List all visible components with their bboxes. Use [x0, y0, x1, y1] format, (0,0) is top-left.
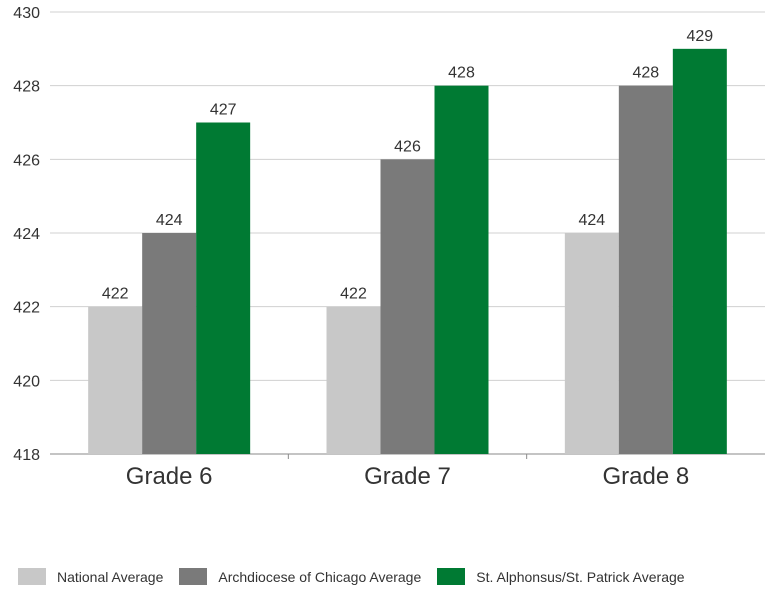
bar [434, 85, 489, 455]
bar-value-label: 424 [156, 212, 183, 229]
legend-label-archdiocese: Archdiocese of Chicago Average [218, 568, 422, 585]
x-category-label: Grade 8 [602, 463, 689, 490]
chart-legend: National Average Archdiocese of Chicago … [18, 568, 701, 585]
bar [672, 48, 727, 454]
x-category-label: Grade 6 [126, 463, 213, 490]
bar [142, 233, 197, 454]
bar-value-label: 428 [448, 65, 475, 82]
bar-value-label: 424 [578, 212, 605, 229]
bar-value-label: 422 [102, 286, 129, 303]
legend-label-national: National Average [57, 568, 164, 585]
legend-label-school: St. Alphonsus/St. Patrick Average [476, 568, 685, 585]
y-tick-label: 426 [13, 152, 40, 169]
y-tick-label: 420 [13, 373, 40, 390]
bar [564, 233, 619, 454]
y-tick-label: 418 [13, 447, 40, 464]
bar [380, 159, 435, 455]
bar [618, 85, 673, 455]
legend-item-archdiocese: Archdiocese of Chicago Average [179, 568, 421, 585]
y-tick-label: 422 [13, 300, 40, 317]
bar-value-label: 427 [210, 102, 237, 119]
bar-value-label: 429 [686, 28, 713, 45]
legend-swatch-archdiocese [179, 568, 208, 585]
bar [196, 122, 251, 454]
x-category-label: Grade 7 [364, 463, 451, 490]
bar-value-label: 426 [394, 138, 421, 155]
y-tick-label: 428 [13, 79, 40, 96]
y-tick-label: 430 [13, 5, 40, 22]
bar-value-label: 422 [340, 286, 367, 303]
bar-chart: 418 420 422 424 426 428 430 422 424 427 422 426 428… [13, 5, 765, 490]
legend-swatch-national [18, 568, 46, 585]
bar [326, 306, 381, 454]
y-tick-label: 424 [13, 226, 40, 243]
bar [88, 306, 143, 454]
legend-swatch-school [437, 568, 466, 585]
bar-value-label: 428 [632, 65, 659, 82]
legend-item-school: St. Alphonsus/St. Patrick Average [437, 568, 685, 585]
legend-item-national: National Average [18, 568, 163, 585]
